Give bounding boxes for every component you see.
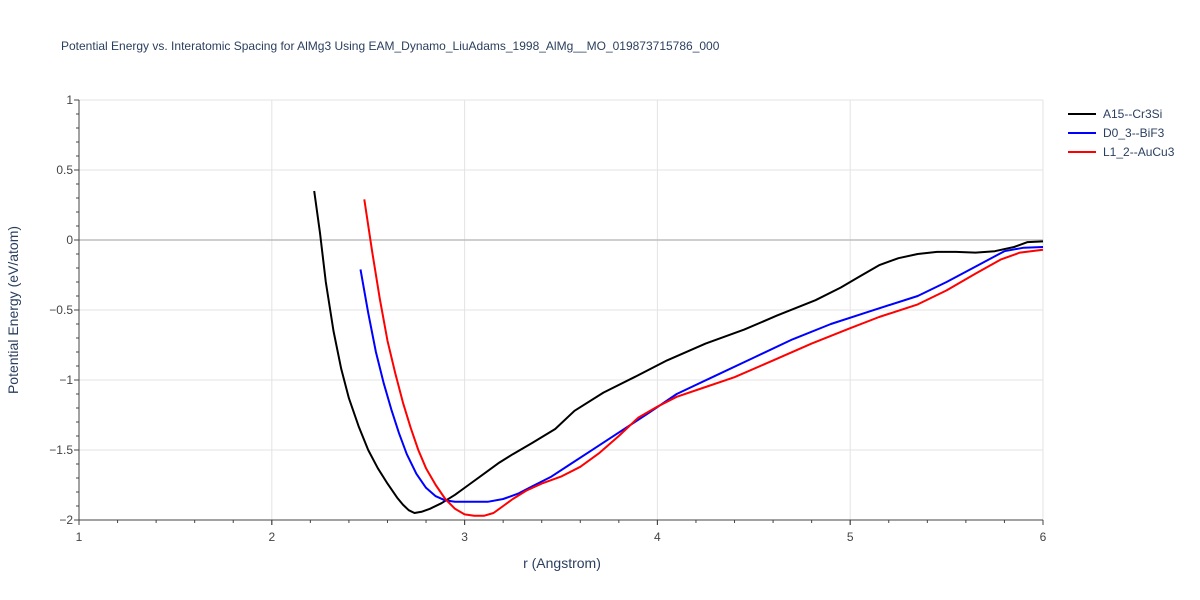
tick-labels: 1 2 3 4 5 6 1 0.5 0 −0.5 −1 −1.5 −2 [49, 93, 1046, 544]
y-tick-label: −2 [59, 513, 73, 527]
series-lines [313, 190, 1044, 517]
series-line-1 [313, 190, 1044, 514]
x-axis-title: r (Angstrom) [523, 555, 601, 571]
x-tick-label: 5 [847, 530, 854, 544]
legend-label: L1_2--AuCu3 [1103, 145, 1175, 159]
series-line-2 [359, 246, 1044, 503]
x-tick-label: 4 [654, 530, 661, 544]
axes [74, 99, 1044, 525]
x-tick-label: 6 [1040, 530, 1047, 544]
x-tick-label: 1 [76, 530, 83, 544]
legend-item[interactable]: D0_3--BiF3 [1068, 126, 1165, 140]
y-axis-title: Potential Energy (eV/atom) [5, 226, 21, 394]
legend: A15--Cr3Si D0_3--BiF3 L1_2--AuCu3 [1068, 107, 1175, 159]
y-tick-label: 0 [66, 233, 73, 247]
y-tick-label: −0.5 [49, 303, 73, 317]
y-tick-label: −1.5 [49, 443, 73, 457]
x-tick-label: 2 [268, 530, 275, 544]
legend-item[interactable]: A15--Cr3Si [1068, 107, 1162, 121]
y-tick-label: −1 [59, 373, 73, 387]
x-tick-label: 3 [461, 530, 468, 544]
y-tick-label: 1 [66, 93, 73, 107]
legend-label: A15--Cr3Si [1103, 107, 1162, 121]
legend-item[interactable]: L1_2--AuCu3 [1068, 145, 1175, 159]
y-tick-label: 0.5 [56, 163, 73, 177]
series-line-3 [363, 199, 1044, 517]
grid [79, 99, 1044, 520]
chart-title: Potential Energy vs. Interatomic Spacing… [61, 39, 720, 53]
legend-label: D0_3--BiF3 [1103, 126, 1165, 140]
